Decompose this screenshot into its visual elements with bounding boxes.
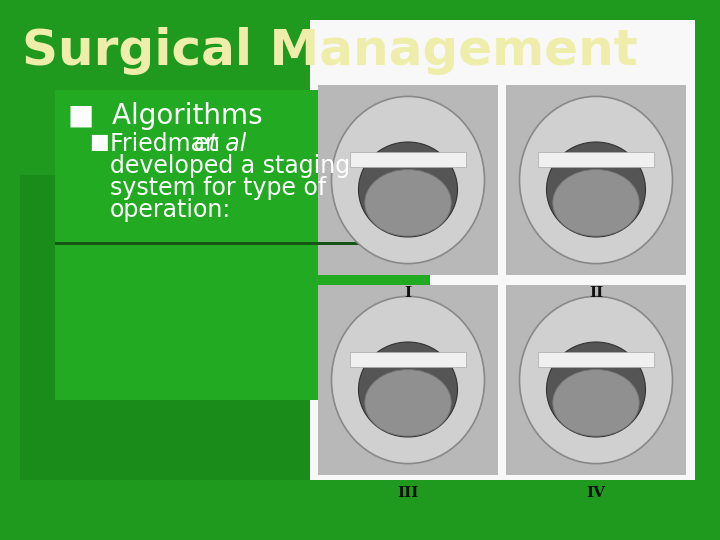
Text: II: II [589, 286, 603, 300]
Text: III: III [397, 486, 419, 500]
Text: I: I [405, 286, 412, 300]
Ellipse shape [365, 170, 451, 236]
Text: IV: IV [587, 486, 606, 500]
Bar [55, 242, 415, 245]
Bar [351, 152, 466, 167]
Bar [351, 352, 466, 367]
Text: system for type of: system for type of [110, 176, 326, 200]
Ellipse shape [365, 369, 451, 436]
Ellipse shape [546, 142, 646, 237]
Bar [318, 285, 498, 475]
Ellipse shape [546, 342, 646, 437]
Ellipse shape [553, 170, 639, 236]
Text: Friedman: Friedman [110, 132, 228, 156]
Bar [55, 90, 430, 400]
Ellipse shape [359, 142, 457, 237]
Bar [20, 175, 395, 480]
Ellipse shape [331, 97, 485, 264]
Text: ■  Algorithms: ■ Algorithms [68, 102, 263, 130]
Bar [539, 152, 654, 167]
Ellipse shape [520, 97, 672, 264]
Text: operation:: operation: [110, 198, 231, 222]
Ellipse shape [553, 369, 639, 436]
Bar [310, 20, 695, 480]
Text: developed a staging: developed a staging [110, 154, 350, 178]
Text: et al: et al [194, 132, 246, 156]
Text: ■: ■ [90, 132, 123, 152]
Bar [506, 85, 686, 275]
Text: Surgical Management: Surgical Management [22, 27, 637, 75]
Bar [318, 85, 498, 275]
Ellipse shape [331, 296, 485, 464]
Ellipse shape [520, 296, 672, 464]
Bar [55, 90, 430, 400]
Bar [539, 352, 654, 367]
Bar [506, 285, 686, 475]
Ellipse shape [359, 342, 457, 437]
